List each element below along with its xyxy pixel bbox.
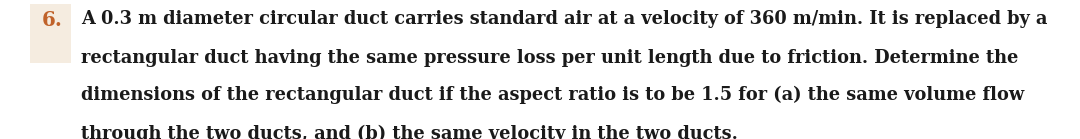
Text: 6.: 6. — [41, 10, 63, 30]
Text: rectangular duct having the same pressure loss per unit length due to friction. : rectangular duct having the same pressur… — [81, 49, 1018, 67]
Text: A 0.3 m diameter circular duct carries standard air at a velocity of 360 m/min. : A 0.3 m diameter circular duct carries s… — [81, 10, 1048, 28]
Text: through the two ducts, and (b) the same velocity in the two ducts.: through the two ducts, and (b) the same … — [81, 125, 738, 139]
FancyBboxPatch shape — [30, 4, 71, 63]
Text: dimensions of the rectangular duct if the aspect ratio is to be 1.5 for (a) the : dimensions of the rectangular duct if th… — [81, 86, 1024, 104]
